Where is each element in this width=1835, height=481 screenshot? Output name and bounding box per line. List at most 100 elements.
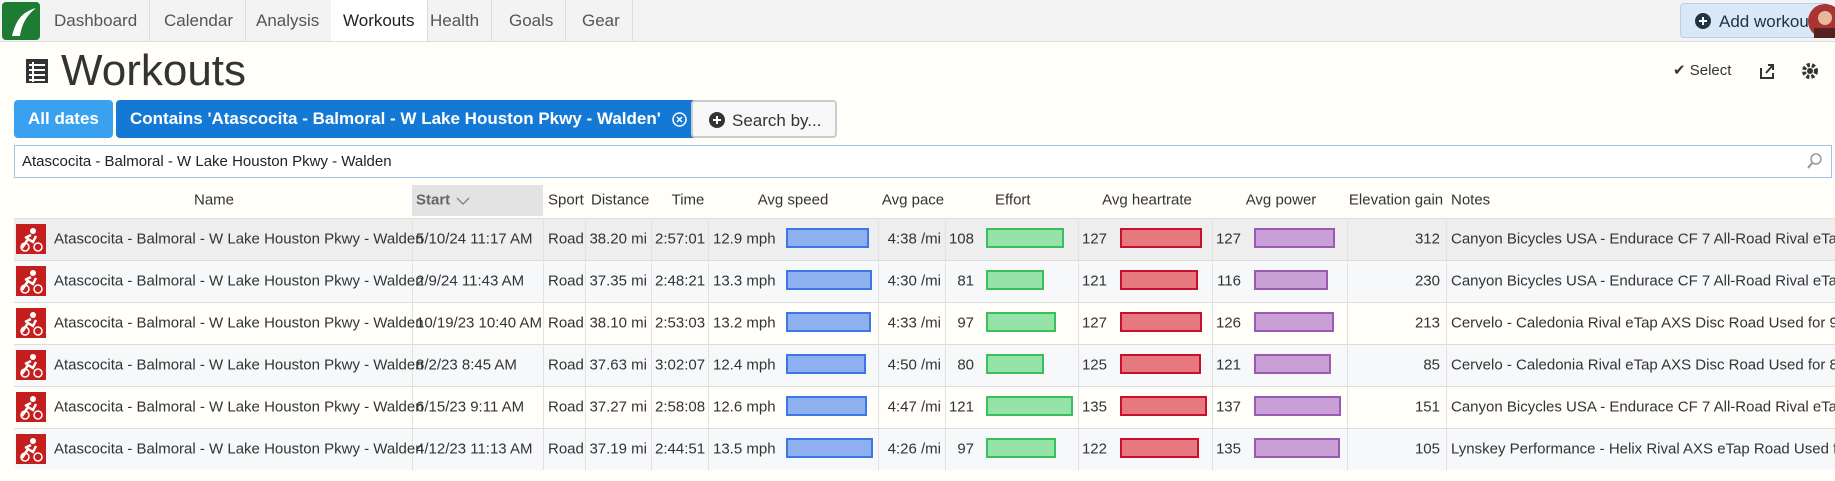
column-header[interactable]: Elevation gain xyxy=(1348,191,1444,209)
sport: Road xyxy=(548,440,584,458)
contains-filter[interactable]: Contains 'Atascocita - Balmoral - W Lake… xyxy=(116,100,701,138)
add-workout-label: Add workout xyxy=(1719,12,1814,31)
all-dates-filter[interactable]: All dates xyxy=(14,100,113,138)
duration: 2:58:08 xyxy=(655,398,706,416)
avg-power: 126 xyxy=(1215,314,1241,332)
nav-item[interactable]: Health xyxy=(418,0,493,41)
avg-heartrate: 127 xyxy=(1081,230,1107,248)
sport-icon xyxy=(16,392,46,422)
cell-divider xyxy=(708,260,709,302)
column-header[interactable]: Avg heartrate xyxy=(1102,191,1192,209)
workout-name: Atascocita - Balmoral - W Lake Houston P… xyxy=(54,440,424,458)
table-row[interactable] xyxy=(14,302,1835,344)
avg-heartrate-bar xyxy=(1120,354,1201,374)
logo xyxy=(2,2,40,40)
select-button[interactable]: ✔ Select xyxy=(1673,62,1732,79)
sport: Road xyxy=(548,230,584,248)
avatar[interactable] xyxy=(1808,4,1835,38)
effort: 108 xyxy=(948,230,974,248)
notes: Cervelo - Caledonia Rival eTap AXS Disc … xyxy=(1451,314,1835,332)
cell-divider xyxy=(708,302,709,344)
table-row[interactable] xyxy=(14,386,1835,428)
column-header[interactable]: Notes xyxy=(1451,191,1491,209)
settings-icon[interactable] xyxy=(1801,62,1819,80)
cell-divider xyxy=(1446,218,1447,260)
table-row[interactable] xyxy=(14,218,1835,260)
nav-item[interactable]: Workouts xyxy=(331,0,428,41)
start-time: 4/12/23 11:13 AM xyxy=(416,440,533,458)
duration: 3:02:07 xyxy=(655,356,706,374)
duration: 2:48:21 xyxy=(655,272,706,290)
effort-bar xyxy=(986,312,1056,332)
avg-speed: 13.2 mph xyxy=(713,314,776,332)
sport-icon xyxy=(16,350,46,380)
plus-icon xyxy=(709,112,725,128)
cell-divider xyxy=(708,218,709,260)
elevation-gain: 105 xyxy=(1414,440,1440,458)
avg-speed: 12.6 mph xyxy=(713,398,776,416)
select-label: Select xyxy=(1689,62,1732,79)
avg-power: 127 xyxy=(1215,230,1241,248)
nav-item[interactable]: Analysis xyxy=(244,0,333,41)
table-row[interactable] xyxy=(14,260,1835,302)
nav-item[interactable]: Calendar xyxy=(152,0,246,41)
duration: 2:53:03 xyxy=(655,314,706,332)
column-header[interactable]: Avg pace xyxy=(881,191,945,209)
cell-divider xyxy=(412,302,413,344)
avg-speed: 12.4 mph xyxy=(713,356,776,374)
column-header[interactable]: Sport xyxy=(548,191,584,209)
avg-speed-bar xyxy=(786,396,868,416)
avg-pace: 4:30 /mi xyxy=(887,272,941,290)
search-input[interactable]: Atascocita - Balmoral - W Lake Houston P… xyxy=(14,145,1832,178)
avg-speed-bar xyxy=(786,354,866,374)
add-workout-button[interactable]: Add workout xyxy=(1680,3,1829,38)
notes: Canyon Bicycles USA - Endurace CF 7 All-… xyxy=(1451,398,1835,416)
remove-filter-icon[interactable] xyxy=(672,112,687,127)
cell-divider xyxy=(708,344,709,386)
sport-icon xyxy=(16,434,46,464)
column-header[interactable]: Effort xyxy=(995,191,1031,209)
distance: 37.19 mi xyxy=(589,440,647,458)
cell-divider xyxy=(585,428,586,470)
column-header[interactable]: Start xyxy=(416,191,451,209)
workout-name: Atascocita - Balmoral - W Lake Houston P… xyxy=(54,230,424,248)
column-header[interactable]: Name xyxy=(193,191,235,209)
cell-divider xyxy=(1347,386,1348,428)
column-header[interactable]: Distance xyxy=(591,191,650,209)
table-row[interactable] xyxy=(14,428,1835,470)
nav-item[interactable]: Dashboard xyxy=(42,0,151,41)
plus-icon xyxy=(1695,13,1711,29)
avg-speed: 13.3 mph xyxy=(713,272,776,290)
elevation-gain: 312 xyxy=(1414,230,1440,248)
search-icon xyxy=(1807,153,1822,169)
sort-caret xyxy=(456,197,470,206)
effort: 80 xyxy=(957,356,974,374)
cell-divider xyxy=(945,344,946,386)
cell-divider xyxy=(945,302,946,344)
cell-divider xyxy=(585,344,586,386)
avg-speed-bar xyxy=(786,270,872,290)
column-header[interactable]: Avg power xyxy=(1245,191,1317,209)
table-row[interactable] xyxy=(14,344,1835,386)
cell-divider xyxy=(708,428,709,470)
column-header[interactable]: Avg speed xyxy=(757,191,829,209)
cell-divider xyxy=(412,218,413,260)
cell-divider xyxy=(1446,260,1447,302)
sport-icon xyxy=(16,266,46,296)
cell-divider xyxy=(945,260,946,302)
avg-heartrate: 122 xyxy=(1081,440,1107,458)
sport-icon xyxy=(16,308,46,338)
nav-item[interactable]: Goals xyxy=(497,0,567,41)
share-icon[interactable] xyxy=(1758,62,1776,80)
cell-divider xyxy=(1078,260,1079,302)
distance: 37.35 mi xyxy=(589,272,647,290)
distance: 38.10 mi xyxy=(589,314,647,332)
workout-name: Atascocita - Balmoral - W Lake Houston P… xyxy=(54,314,424,332)
avg-speed-bar xyxy=(786,312,872,332)
column-header[interactable]: Time xyxy=(671,191,705,209)
avg-heartrate-bar xyxy=(1120,312,1202,332)
avg-power: 135 xyxy=(1215,440,1241,458)
contains-label: Contains 'Atascocita - Balmoral - W Lake… xyxy=(130,109,661,128)
nav-item[interactable]: Gear xyxy=(570,0,633,41)
search-by-button[interactable]: Search by... xyxy=(691,100,838,138)
